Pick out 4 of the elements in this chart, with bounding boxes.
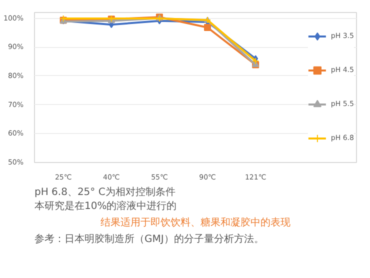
- text: 参考：日本明胶制造所（GMJ）的分子量分析方法。: [34, 233, 264, 245]
- text: 本研究是在10%的溶液中进行的: [34, 200, 177, 212]
- text: pH 6.8、25° C为相对控制条件: [34, 186, 176, 198]
- text: 结果适用于即饮饮料、糖果和凝胶中的表现: [100, 216, 290, 228]
